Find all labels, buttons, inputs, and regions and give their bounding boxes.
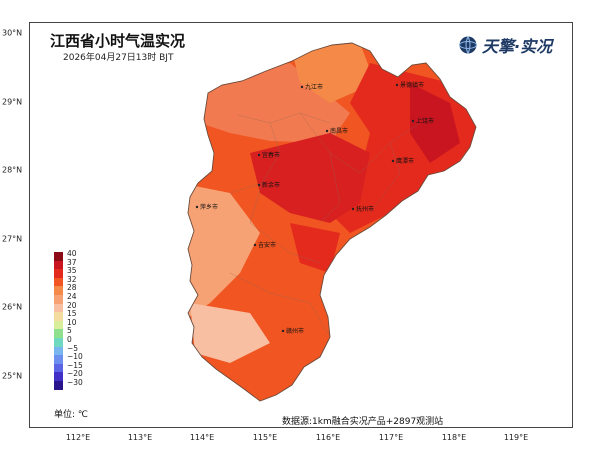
globe-icon <box>459 36 477 54</box>
legend-swatch <box>54 346 63 356</box>
legend-swatch <box>54 355 63 364</box>
legend-swatch <box>54 312 63 321</box>
legend-swatch <box>54 337 63 347</box>
x-tick-label: 114°E <box>189 433 215 442</box>
legend-label: 5 <box>67 326 72 336</box>
legend-swatch <box>54 303 63 313</box>
city-marker <box>195 205 199 209</box>
legend-swatch <box>54 260 63 270</box>
data-source: 数据源:1km融合实况产品+2897观测站 <box>282 417 444 427</box>
legend-label: 10 <box>67 317 77 327</box>
city-marker <box>395 83 399 87</box>
legend-label: 28 <box>67 283 77 293</box>
y-tick-label: 28°N <box>2 165 23 175</box>
legend-label: 15 <box>67 309 77 319</box>
legend-label: −15 <box>67 360 83 370</box>
legend-label: 37 <box>67 257 77 267</box>
x-tick-label: 119°E <box>503 433 529 442</box>
y-tick-label: 25°N <box>2 371 23 381</box>
legend-label: −30 <box>67 377 83 387</box>
city-label: 新余市 <box>262 181 280 189</box>
legend-swatch <box>54 277 63 287</box>
city-label: 赣州市 <box>286 327 304 335</box>
timestamp: 2026年04月27日13时 BJT <box>63 53 174 63</box>
city-label: 萍乡市 <box>200 203 218 211</box>
legend-swatch <box>54 269 63 278</box>
page-title: 江西省小时气温实况 <box>50 32 186 50</box>
city-marker <box>325 129 329 133</box>
city-label: 南昌市 <box>330 127 348 135</box>
legend-swatch <box>54 320 63 330</box>
temperature-field <box>188 43 476 401</box>
city-label: 吉安市 <box>258 241 276 249</box>
legend-swatch <box>54 380 63 390</box>
legend-label: 20 <box>67 300 77 310</box>
legend-swatch <box>54 294 63 304</box>
legend-label: 40 <box>67 249 77 258</box>
y-tick-label: 27°N <box>2 234 23 244</box>
legend-label: 32 <box>67 274 77 284</box>
city-marker <box>257 153 261 157</box>
legend-label: 0 <box>67 334 72 344</box>
city-marker <box>281 329 285 333</box>
city-marker <box>300 85 304 89</box>
legend-label: −20 <box>67 369 83 379</box>
city-marker <box>411 119 415 123</box>
city-label: 抚州市 <box>356 205 374 213</box>
legend-swatch <box>54 363 63 373</box>
legend-swatch <box>54 252 63 261</box>
map-frame: 九江市 景德镇市南昌市 上饶市宜春市鹰潭市新余市萍乡市 抚州市吉安市赣州市 <box>29 22 573 428</box>
city-marker <box>257 183 261 187</box>
legend-swatch <box>54 329 63 338</box>
brand-name: 天擎·实况 <box>482 37 553 56</box>
city-label: 九江市 <box>305 83 323 91</box>
city-label: 上饶市 <box>416 117 434 125</box>
y-tick-label: 26°N <box>2 302 23 312</box>
province-border <box>187 42 477 402</box>
unit-label: 单位: ℃ <box>54 410 89 420</box>
city-label: 鹰潭市 <box>396 157 414 165</box>
x-tick-label: 117°E <box>378 433 404 442</box>
x-tick-label: 113°E <box>127 433 153 442</box>
city-borders <box>229 112 421 338</box>
x-tick-label: 112°E <box>65 433 91 442</box>
x-tick-label: 118°E <box>441 433 467 442</box>
x-tick-label: 115°E <box>252 433 278 442</box>
legend-label: 35 <box>67 266 77 276</box>
city-label: 宜春市 <box>262 151 280 159</box>
legend-swatch <box>54 286 63 295</box>
city-label: 景德镇市 <box>400 81 424 89</box>
legend-label: 24 <box>67 291 77 301</box>
city-marker <box>391 159 395 163</box>
y-tick-label: 29°N <box>2 97 23 107</box>
city-marker <box>351 207 355 211</box>
legend-swatch <box>54 372 63 381</box>
brand-logo: 天擎·实况 <box>458 34 552 56</box>
legend-label: −10 <box>67 352 83 362</box>
city-marker <box>253 243 257 247</box>
legend-label: −5 <box>67 343 79 353</box>
x-tick-label: 116°E <box>315 433 341 442</box>
y-tick-label: 30°N <box>2 28 23 38</box>
